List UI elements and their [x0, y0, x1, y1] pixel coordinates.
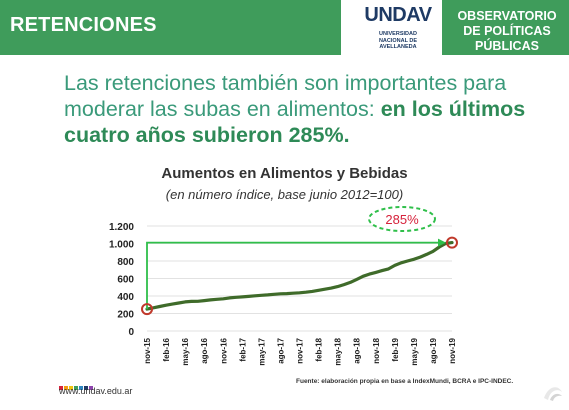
observatory-banner: OBSERVATORIO DE POLÍTICAS PÚBLICAS [442, 0, 569, 55]
headline: Las retenciones también son importantes … [64, 70, 534, 148]
y-tick-label: 200 [117, 310, 134, 321]
headline-emphasis: en los últimos cuatro años subieron 285%… [64, 97, 526, 147]
series-line [145, 241, 454, 311]
x-tick-label: ago-19 [429, 337, 438, 363]
start-point-marker [141, 303, 153, 316]
corner-logo-icon [544, 387, 562, 401]
y-tick-label: 1.200 [109, 222, 134, 233]
growth-percentage: 285% [385, 212, 419, 227]
x-tick-label: feb-17 [238, 337, 247, 361]
y-tick-label: 400 [117, 292, 134, 303]
x-tick-label: ago-16 [200, 337, 209, 363]
x-tick-label: nov-17 [296, 337, 305, 363]
logo-line-3: AVELLANEDA [379, 44, 417, 50]
footer-source: Fuente: elaboración propia en base a Ind… [296, 378, 514, 385]
x-tick-label: feb-18 [315, 337, 324, 361]
header-banner: RETENCIONES [0, 0, 341, 55]
undav-logo: UNDAV UNIVERSIDAD NACIONAL DE AVELLANEDA [364, 4, 432, 56]
end-point-marker [446, 236, 458, 249]
x-tick-label: may-18 [334, 337, 343, 365]
chart-subtitle: (en número índice, base junio 2012=100) [165, 187, 404, 202]
x-tick-label: nov-18 [372, 337, 381, 363]
x-tick-label: ago-18 [353, 337, 362, 363]
y-tick-label: 1.000 [109, 240, 134, 251]
x-tick-label: nov-15 [143, 337, 152, 363]
x-tick-label: may-19 [410, 337, 419, 365]
observatory-title: OBSERVATORIO DE POLÍTICAS PÚBLICAS [457, 9, 557, 53]
y-tick-label: 800 [117, 257, 134, 268]
y-tick-label: 0 [128, 327, 134, 338]
x-tick-label: ago-17 [276, 337, 285, 363]
logo-brand: UNDAV [364, 4, 432, 26]
callout-ellipse [368, 206, 436, 232]
logo-line-1: UNIVERSIDAD [379, 31, 417, 37]
x-tick-label: nov-16 [219, 337, 228, 363]
x-tick-label: feb-19 [391, 337, 400, 361]
growth-arrow [146, 241, 440, 310]
x-tick-label: may-16 [181, 337, 190, 365]
footer-color-dots [59, 377, 95, 390]
arrow-head [438, 238, 446, 247]
x-tick-label: feb-16 [162, 337, 171, 361]
section-title: RETENCIONES [10, 14, 157, 36]
logo-line-2: NACIONAL DE [378, 37, 418, 44]
chart-title: Aumentos en Alimentos y Bebidas [161, 165, 408, 182]
x-tick-label: nov-19 [448, 337, 457, 363]
y-tick-label: 600 [117, 275, 134, 286]
logo-caption: UNIVERSIDAD NACIONAL DE AVELLANEDA [364, 31, 432, 51]
footer-url[interactable]: www.undav.edu.ar [59, 386, 133, 396]
headline-text: Las retenciones también son importantes … [64, 71, 507, 121]
x-tick-label: may-17 [257, 337, 266, 365]
